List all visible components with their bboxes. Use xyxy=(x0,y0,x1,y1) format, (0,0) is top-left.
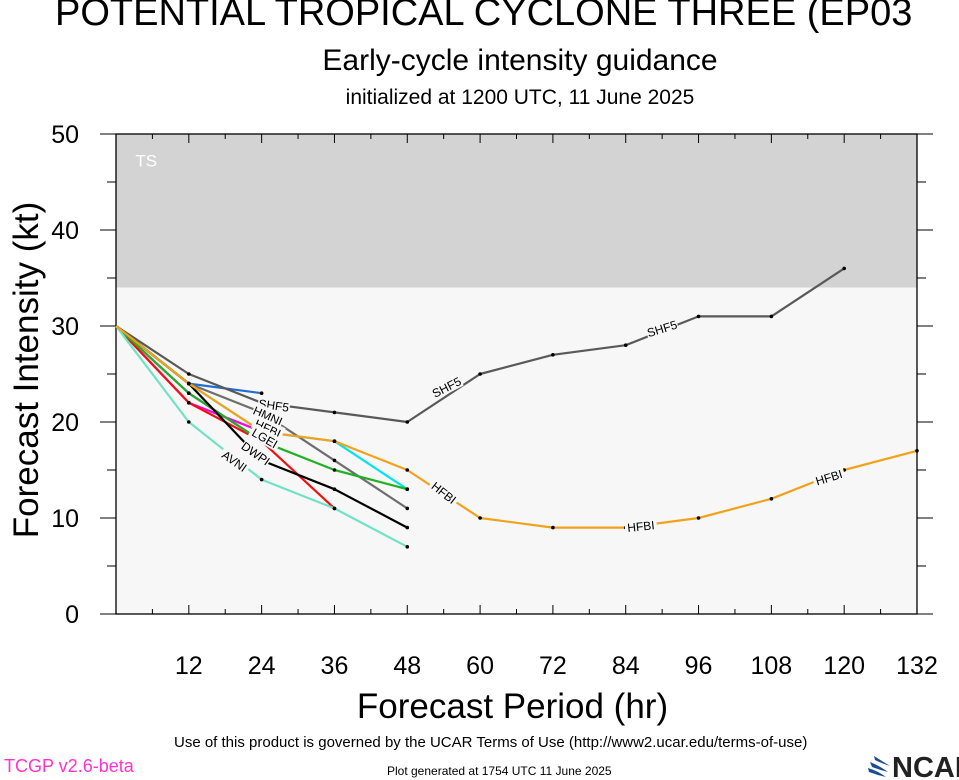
data-point xyxy=(332,439,337,444)
data-point xyxy=(551,525,555,530)
x-tick-label: 120 xyxy=(823,652,865,680)
data-point xyxy=(405,506,410,511)
line-label-bg xyxy=(250,402,286,429)
data-point xyxy=(332,506,337,511)
data-point xyxy=(405,545,410,549)
x-tick-label: 72 xyxy=(539,652,567,680)
line-label-bg xyxy=(239,437,274,468)
y-tick-label: 40 xyxy=(51,217,79,245)
x-tick-label: 84 xyxy=(612,652,640,680)
ncar-swoosh-icon xyxy=(868,756,890,777)
line-label-bg xyxy=(427,476,462,508)
x-tick-label: 36 xyxy=(321,652,349,680)
data-point xyxy=(405,487,410,492)
data-point xyxy=(187,420,191,424)
data-point xyxy=(332,410,337,415)
data-point xyxy=(478,372,482,376)
band-label: TS xyxy=(135,152,157,171)
line-label-bg xyxy=(217,445,253,476)
data-point xyxy=(332,468,337,472)
data-point xyxy=(842,266,846,271)
data-point xyxy=(405,420,410,424)
intensity-band xyxy=(116,134,917,288)
y-tick-label: 30 xyxy=(51,313,79,341)
x-tick-label: 96 xyxy=(685,652,713,680)
x-tick-label: 12 xyxy=(175,652,203,680)
y-axis-label: Forecast Intensity (kt) xyxy=(7,202,46,538)
data-point xyxy=(696,516,701,520)
line-label-text: HFBI xyxy=(627,518,656,535)
y-tick-label: 20 xyxy=(51,409,79,437)
y-tick-label: 0 xyxy=(65,601,79,629)
chart-subtitle: Early-cycle intensity guidance xyxy=(322,44,718,77)
data-point xyxy=(332,458,337,463)
data-point xyxy=(551,353,555,357)
intensity-chart: TS 12 24 36 48 60 72 84 96 108 120 132 0 10 20 30 40 50 Fo… xyxy=(7,121,938,726)
initialized-time: initialized at 1200 UTC, 11 June 2025 xyxy=(345,86,695,109)
x-axis-label: Forecast Period (hr) xyxy=(357,687,668,726)
data-point xyxy=(769,314,774,319)
line-label-bg xyxy=(247,423,283,452)
version-label: TCGP v2.6-beta xyxy=(4,756,134,776)
data-point xyxy=(405,525,410,530)
line-label-bg xyxy=(250,414,286,441)
x-tick-label: 132 xyxy=(896,652,938,680)
terms-of-use-text: Use of this product is governed by the U… xyxy=(174,734,808,751)
y-tick-label: 10 xyxy=(51,505,79,533)
data-point xyxy=(187,401,191,405)
y-tick-label: 50 xyxy=(51,121,79,149)
data-point xyxy=(915,449,919,453)
x-tick-label: 60 xyxy=(466,652,494,680)
data-point xyxy=(478,516,482,520)
data-point xyxy=(405,468,410,472)
x-tick-label: 108 xyxy=(751,652,793,680)
generated-time: Plot generated at 1754 UTC 11 June 2025 xyxy=(387,764,612,778)
chart-title: POTENTIAL TROPICAL CYCLONE THREE (EP03 xyxy=(55,0,913,34)
intensity-band xyxy=(116,287,917,614)
ncar-logo: NCAR xyxy=(868,752,959,780)
data-point xyxy=(187,381,191,386)
data-point xyxy=(696,314,701,319)
data-point xyxy=(623,343,628,348)
line-label-bg xyxy=(428,373,464,401)
x-tick-label: 24 xyxy=(248,652,276,680)
data-point xyxy=(259,477,264,482)
data-point xyxy=(332,487,337,492)
series-line-hfbi xyxy=(115,325,918,529)
data-point xyxy=(769,497,774,501)
line-label-bg xyxy=(624,517,658,535)
ncar-logo-text: NCAR xyxy=(892,752,959,780)
data-point xyxy=(187,391,191,396)
x-tick-label: 48 xyxy=(393,652,421,680)
line-label-bg xyxy=(811,465,847,489)
data-point xyxy=(259,391,264,396)
line-label: HFBI xyxy=(624,517,658,535)
line-label-bg xyxy=(644,316,680,340)
data-point xyxy=(187,372,191,376)
